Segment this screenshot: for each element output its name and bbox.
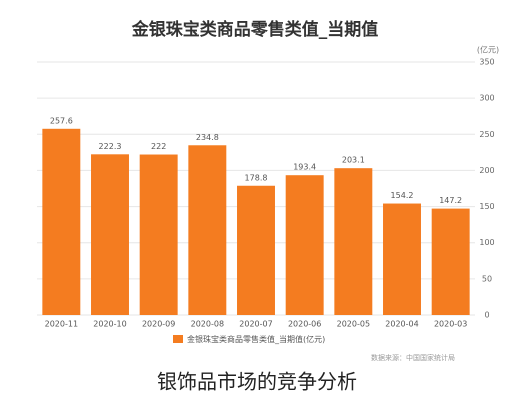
y-tick-label: 0 [484, 311, 489, 320]
y-tick-label: 250 [479, 130, 494, 139]
x-tick-label: 2020-05 [337, 320, 370, 329]
caption: 银饰品市场的竞争分析 [157, 370, 357, 394]
bar [188, 145, 227, 315]
value-label: 234.8 [196, 133, 219, 142]
value-label: 257.6 [50, 116, 73, 125]
value-label: 222.3 [99, 142, 122, 151]
y-tick-label: 350 [479, 58, 494, 67]
value-label: 147.2 [439, 196, 462, 205]
value-label: 222 [151, 142, 166, 151]
x-tick-label: 2020-04 [385, 320, 418, 329]
caption-band [0, 368, 515, 400]
value-label: 193.4 [293, 163, 316, 172]
x-tick-label: 2020-11 [45, 320, 78, 329]
bar [42, 128, 81, 315]
legend-swatch [173, 335, 183, 343]
x-tick-label: 2020-09 [142, 320, 175, 329]
bar [91, 154, 129, 315]
bar [334, 168, 373, 315]
value-label: 203.1 [342, 156, 365, 165]
bar [431, 208, 470, 315]
y-tick-label: 150 [479, 202, 494, 211]
y-tick-label: 50 [482, 274, 492, 283]
source: 数据来源：中国国家统计局 [371, 353, 455, 362]
value-label: 178.8 [245, 173, 268, 182]
x-tick-label: 2020-03 [434, 320, 467, 329]
legend-label: 金银珠宝类商品零售类值_当期值(亿元) [187, 334, 325, 344]
y-tick-label: 300 [479, 94, 494, 103]
value-label: 154.2 [391, 191, 414, 200]
y-tick-label: 200 [479, 166, 494, 175]
bar [383, 203, 421, 315]
x-tick-label: 2020-07 [239, 320, 272, 329]
chart-title: 金银珠宝类商品零售类值_当期值 [131, 19, 379, 40]
bar [237, 185, 275, 315]
y-unit: (亿元) [477, 45, 499, 55]
bar [139, 154, 178, 315]
x-tick-label: 2020-06 [288, 320, 321, 329]
x-tick-label: 2020-08 [191, 320, 224, 329]
bar [285, 175, 324, 315]
x-tick-label: 2020-10 [93, 320, 126, 329]
y-tick-label: 100 [479, 238, 494, 247]
